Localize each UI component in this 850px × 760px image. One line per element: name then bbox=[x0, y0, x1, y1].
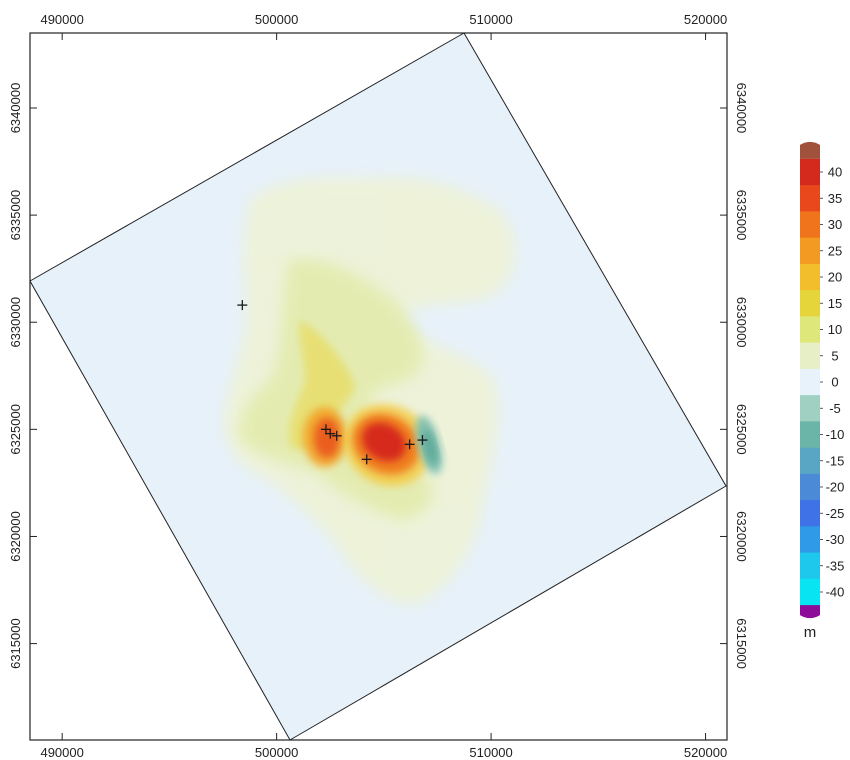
station-markers bbox=[237, 300, 428, 465]
colorbar-under-cap bbox=[800, 605, 820, 619]
map-axes: 490000 490000 500000 500000 510000 510000 5200… bbox=[8, 12, 749, 760]
station-marker bbox=[325, 428, 336, 439]
colorbar-band bbox=[800, 447, 820, 475]
station-marker bbox=[331, 430, 342, 441]
colorbar-label: -25 bbox=[826, 506, 845, 521]
colorbar-label: -35 bbox=[826, 558, 845, 573]
colorbar-band bbox=[800, 368, 820, 396]
colorbar-band bbox=[800, 316, 820, 344]
colorbar-label: -40 bbox=[826, 585, 845, 600]
y-tick-label-left: 6325000 bbox=[8, 404, 23, 455]
y-tick-label-left: 6320000 bbox=[8, 511, 23, 562]
y-tick-label-right: 6340000 bbox=[734, 83, 749, 134]
colorbar-label: 5 bbox=[831, 348, 838, 363]
y-tick-label-right: 6325000 bbox=[734, 404, 749, 455]
x-tick-label-bottom: 520000 bbox=[684, 745, 727, 760]
y-tick-label-right: 6335000 bbox=[734, 190, 749, 241]
y-tick-label-left: 6330000 bbox=[8, 297, 23, 348]
y-tick-label-left: 6315000 bbox=[8, 618, 23, 669]
colorbar-label: 0 bbox=[831, 375, 838, 390]
colorbar-band bbox=[800, 158, 820, 186]
station-marker bbox=[417, 435, 428, 446]
colorbar-unit: m bbox=[804, 624, 817, 641]
anomaly-east-negative-core bbox=[422, 429, 438, 465]
colorbar-band bbox=[800, 395, 820, 422]
colorbar-label: 20 bbox=[828, 270, 842, 285]
colorbar-label: 35 bbox=[828, 191, 842, 206]
y-tick-label-right: 6320000 bbox=[734, 511, 749, 562]
station-marker bbox=[320, 424, 331, 435]
contour-10m bbox=[288, 320, 355, 450]
colorbar-label: 10 bbox=[828, 322, 842, 337]
colorbar-band bbox=[800, 526, 820, 554]
x-tick-label-top: 500000 bbox=[255, 12, 298, 27]
x-tick-label-top: 510000 bbox=[469, 12, 512, 27]
colorbar-label: -15 bbox=[826, 453, 845, 468]
colorbar-band bbox=[800, 578, 820, 606]
colorbar-band bbox=[800, 552, 820, 580]
x-tick-label-top: 520000 bbox=[684, 12, 727, 27]
station-marker bbox=[404, 439, 415, 450]
colorbar-label: -20 bbox=[826, 480, 845, 495]
y-tick-label-left: 6340000 bbox=[8, 83, 23, 134]
colorbar-over-cap bbox=[800, 141, 820, 159]
colorbar-label: 15 bbox=[828, 296, 842, 311]
colorbar-label: 30 bbox=[828, 217, 842, 232]
colorbar-label: -10 bbox=[826, 427, 845, 442]
x-tick-label-bottom: 490000 bbox=[40, 745, 83, 760]
y-tick-label-left: 6335000 bbox=[8, 190, 23, 241]
anomaly-central-inner bbox=[362, 422, 406, 462]
colorbar-band bbox=[800, 263, 820, 291]
colorbar-band bbox=[800, 290, 820, 317]
colorbar-band bbox=[800, 473, 820, 501]
y-tick-label-right: 6315000 bbox=[734, 618, 749, 669]
colorbar-band bbox=[800, 421, 820, 449]
anomaly-west-inner bbox=[314, 418, 340, 458]
x-tick-label-bottom: 510000 bbox=[469, 745, 512, 760]
colorbar-band bbox=[800, 185, 820, 212]
colorbar-band bbox=[800, 342, 820, 370]
colorbar-label: -5 bbox=[829, 401, 841, 416]
x-tick-label-top: 490000 bbox=[40, 12, 83, 27]
x-tick-label-bottom: 500000 bbox=[255, 745, 298, 760]
colorbar-band bbox=[800, 211, 820, 239]
colorbar-band bbox=[800, 237, 820, 265]
colorbar-band bbox=[800, 500, 820, 527]
station-marker bbox=[361, 454, 372, 465]
y-tick-label-right: 6330000 bbox=[734, 297, 749, 348]
model-domain bbox=[29, 32, 727, 741]
station-marker bbox=[237, 300, 248, 311]
colorbar-label: 25 bbox=[828, 243, 842, 258]
colorbar: 40 35 30 25 20 15 10 5 0 -5 -10 -15 -20 -25 -30 -35 -40 m bbox=[800, 141, 845, 641]
colorbar-label: 40 bbox=[828, 165, 842, 180]
colorbar-label: -30 bbox=[826, 532, 845, 547]
